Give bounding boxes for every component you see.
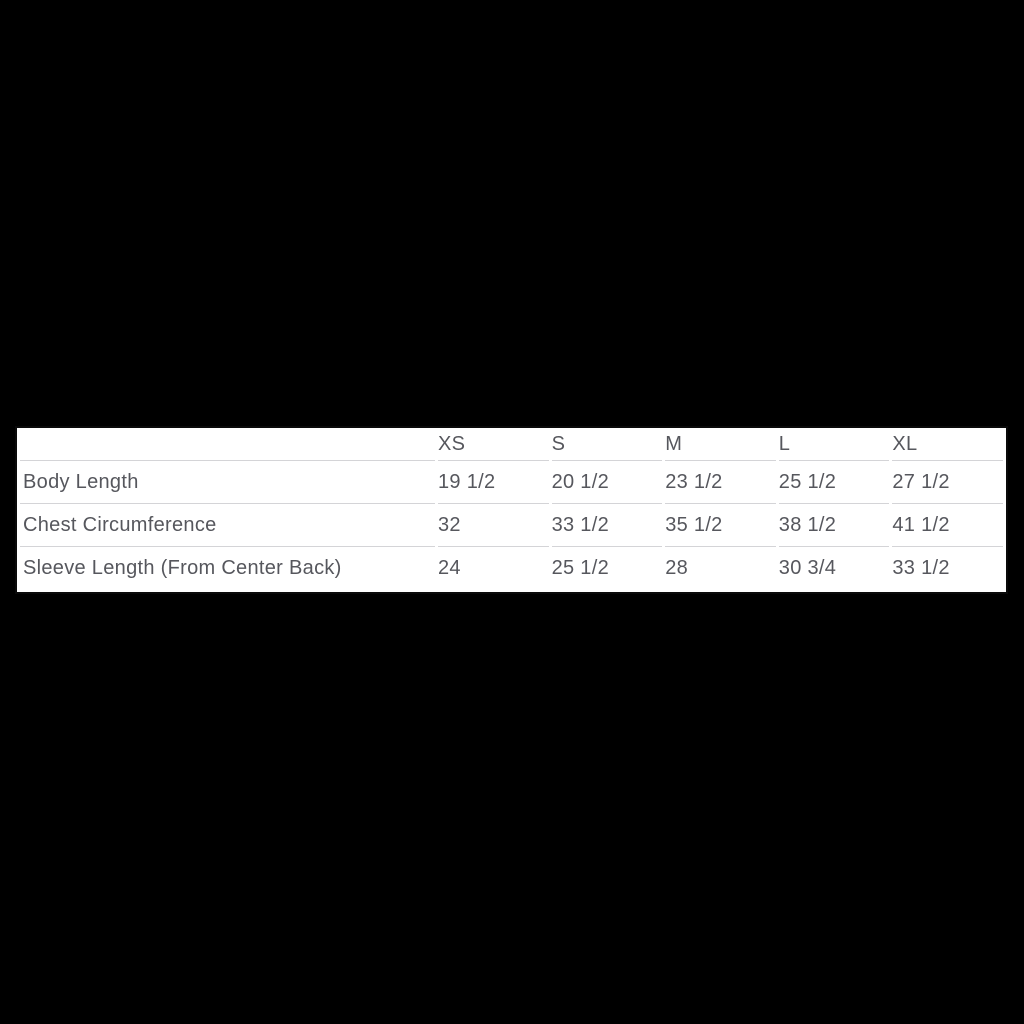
value-cell: 33 1/2 xyxy=(551,504,663,547)
value-cell: 28 xyxy=(665,556,689,579)
table-row-chest-circumference: Chest Circumference 32 33 1/2 35 1/2 38 … xyxy=(20,504,1003,547)
row-label: Sleeve Length (From Center Back) xyxy=(23,556,342,579)
size-chart-panel: XS S M L XL Body Length 19 1/2 20 1/2 23… xyxy=(15,426,1008,594)
value-cell: 38 1/2 xyxy=(778,504,890,547)
value-cell: 27 1/2 xyxy=(892,461,1003,504)
value-cell: 33 1/2 xyxy=(892,556,950,579)
header-cell-l: L xyxy=(778,428,890,461)
header-cell-xl: XL xyxy=(892,428,1003,461)
header-cell-s: S xyxy=(551,428,663,461)
size-chart-table: XS S M L XL Body Length 19 1/2 20 1/2 23… xyxy=(17,428,1006,589)
table-row-sleeve-length: Sleeve Length (From Center Back) 24 25 1… xyxy=(20,547,1003,589)
row-label: Chest Circumference xyxy=(20,504,435,547)
value-cell: 20 1/2 xyxy=(551,461,663,504)
value-cell: 35 1/2 xyxy=(665,504,776,547)
table-row-body-length: Body Length 19 1/2 20 1/2 23 1/2 25 1/2 … xyxy=(20,461,1003,504)
row-label: Body Length xyxy=(20,461,435,504)
header-cell-empty xyxy=(20,428,435,461)
value-cell: 19 1/2 xyxy=(438,461,549,504)
value-cell: 24 xyxy=(438,556,461,579)
value-cell: 30 3/4 xyxy=(778,556,837,579)
header-cell-xs: XS xyxy=(438,428,549,461)
value-cell: 25 1/2 xyxy=(551,556,609,579)
header-row: XS S M L XL xyxy=(20,428,1003,461)
value-cell: 25 1/2 xyxy=(778,461,890,504)
header-cell-m: M xyxy=(665,428,776,461)
value-cell: 23 1/2 xyxy=(665,461,776,504)
value-cell: 32 xyxy=(438,504,549,547)
value-cell: 41 1/2 xyxy=(892,504,1003,547)
